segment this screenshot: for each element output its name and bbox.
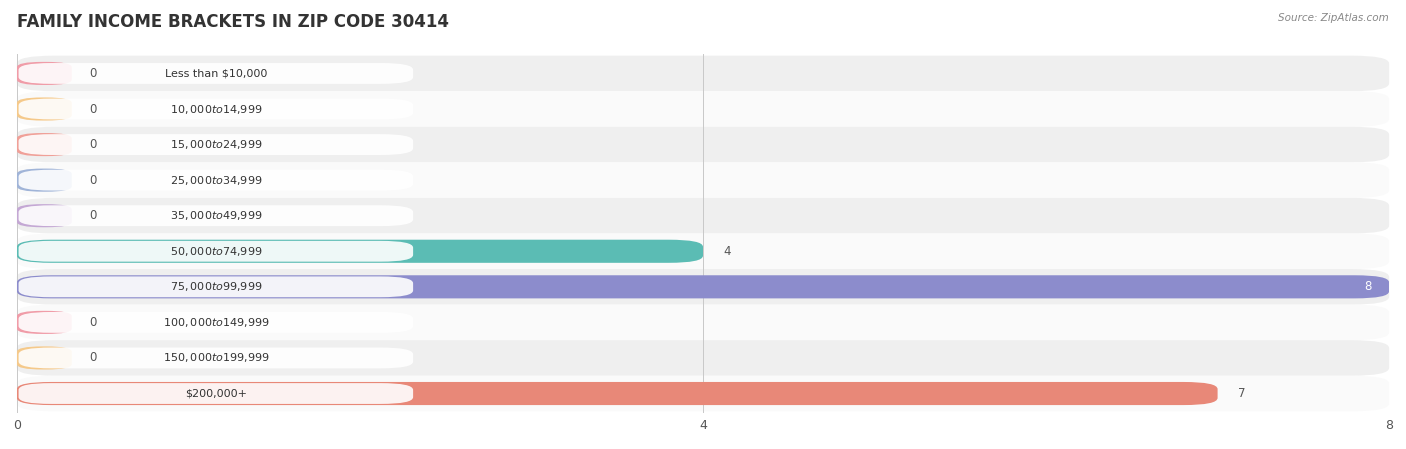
FancyBboxPatch shape bbox=[17, 56, 1389, 91]
FancyBboxPatch shape bbox=[17, 340, 1389, 376]
FancyBboxPatch shape bbox=[17, 198, 1389, 233]
Text: 0: 0 bbox=[89, 352, 96, 365]
Text: $15,000 to $24,999: $15,000 to $24,999 bbox=[170, 138, 262, 151]
Text: 0: 0 bbox=[89, 67, 96, 80]
FancyBboxPatch shape bbox=[17, 133, 72, 156]
Text: 0: 0 bbox=[89, 102, 96, 115]
Text: $50,000 to $74,999: $50,000 to $74,999 bbox=[170, 245, 262, 258]
FancyBboxPatch shape bbox=[17, 382, 1218, 405]
FancyBboxPatch shape bbox=[17, 275, 1389, 299]
FancyBboxPatch shape bbox=[18, 241, 413, 262]
Text: 7: 7 bbox=[1239, 387, 1246, 400]
FancyBboxPatch shape bbox=[18, 312, 413, 333]
FancyBboxPatch shape bbox=[17, 91, 1389, 127]
Text: $35,000 to $49,999: $35,000 to $49,999 bbox=[170, 209, 262, 222]
Text: Source: ZipAtlas.com: Source: ZipAtlas.com bbox=[1278, 13, 1389, 23]
FancyBboxPatch shape bbox=[18, 134, 413, 155]
FancyBboxPatch shape bbox=[17, 163, 1389, 198]
Text: 0: 0 bbox=[89, 209, 96, 222]
FancyBboxPatch shape bbox=[18, 383, 413, 404]
FancyBboxPatch shape bbox=[18, 63, 413, 84]
FancyBboxPatch shape bbox=[17, 304, 1389, 340]
Text: 0: 0 bbox=[89, 138, 96, 151]
FancyBboxPatch shape bbox=[17, 127, 1389, 163]
Text: 8: 8 bbox=[1365, 280, 1372, 293]
Text: $150,000 to $199,999: $150,000 to $199,999 bbox=[163, 352, 269, 365]
FancyBboxPatch shape bbox=[17, 311, 72, 334]
Text: $200,000+: $200,000+ bbox=[184, 388, 247, 399]
FancyBboxPatch shape bbox=[17, 346, 72, 370]
Text: 4: 4 bbox=[724, 245, 731, 258]
FancyBboxPatch shape bbox=[18, 348, 413, 368]
Text: $75,000 to $99,999: $75,000 to $99,999 bbox=[170, 280, 262, 293]
Text: $100,000 to $149,999: $100,000 to $149,999 bbox=[163, 316, 269, 329]
Text: 0: 0 bbox=[89, 174, 96, 187]
Text: FAMILY INCOME BRACKETS IN ZIP CODE 30414: FAMILY INCOME BRACKETS IN ZIP CODE 30414 bbox=[17, 13, 449, 31]
FancyBboxPatch shape bbox=[17, 62, 72, 85]
FancyBboxPatch shape bbox=[17, 204, 72, 227]
FancyBboxPatch shape bbox=[17, 240, 703, 263]
Text: $10,000 to $14,999: $10,000 to $14,999 bbox=[170, 102, 262, 115]
FancyBboxPatch shape bbox=[17, 168, 72, 192]
FancyBboxPatch shape bbox=[18, 277, 413, 297]
Text: $25,000 to $34,999: $25,000 to $34,999 bbox=[170, 174, 262, 187]
FancyBboxPatch shape bbox=[18, 170, 413, 190]
FancyBboxPatch shape bbox=[18, 205, 413, 226]
FancyBboxPatch shape bbox=[17, 376, 1389, 411]
Text: Less than $10,000: Less than $10,000 bbox=[165, 68, 267, 79]
FancyBboxPatch shape bbox=[18, 99, 413, 119]
FancyBboxPatch shape bbox=[17, 97, 72, 121]
Text: 0: 0 bbox=[89, 316, 96, 329]
FancyBboxPatch shape bbox=[17, 233, 1389, 269]
FancyBboxPatch shape bbox=[17, 269, 1389, 304]
